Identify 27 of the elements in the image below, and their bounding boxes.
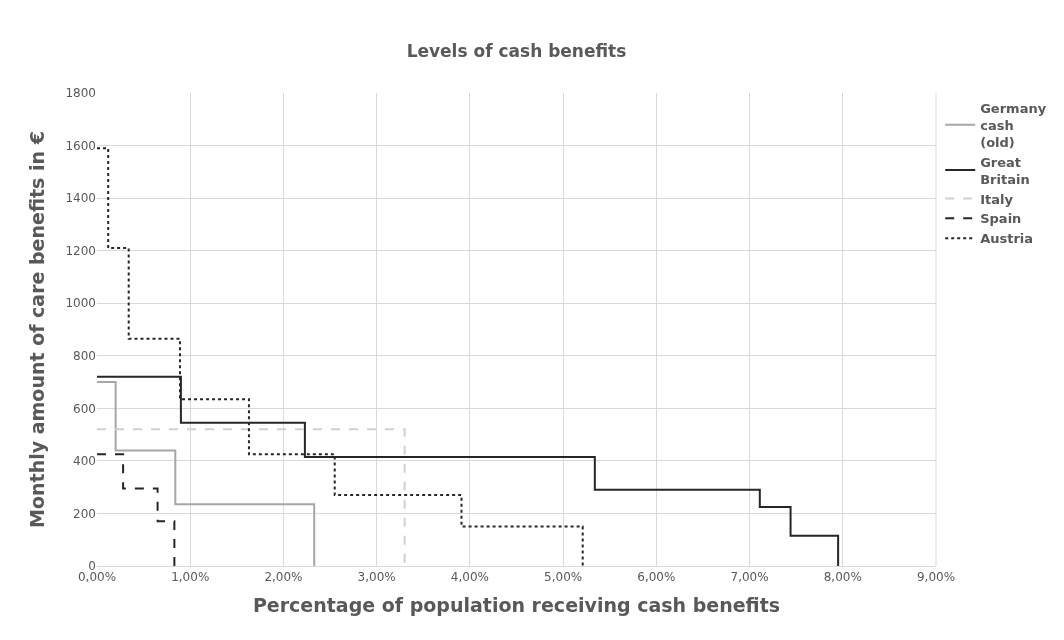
x-axis-title: Percentage of population receiving cash benefits [252,594,781,617]
y-tick-label: 1200 [65,243,96,258]
y-tick-label: 600 [73,401,96,416]
x-tick-label: 5,00% [544,570,583,585]
legend-label: Spain [980,211,1022,227]
x-tick-label: 7,00% [730,570,769,585]
y-tick-label: 1600 [65,138,96,153]
x-tick-label: 4,00% [450,570,489,585]
legend-label: Italy [980,191,1014,207]
y-tick-label: 1800 [65,86,96,101]
legend-label: Great Britain [980,154,1030,187]
x-tick-label: 1,00% [171,570,210,585]
x-tick-label: 2,00% [264,570,303,585]
chart-title: Levels of cash benefits [406,41,627,62]
y-tick-label: 1400 [65,191,96,206]
y-tick-label: 400 [73,454,96,469]
y-tick-label: 800 [73,348,96,363]
x-tick-label: 3,00% [357,570,396,585]
x-tick-label: 8,00% [823,570,862,585]
y-tick-label: 200 [73,506,96,521]
x-tick-label: 9,00% [916,570,956,585]
y-tick-label: 1000 [65,296,96,311]
y-axis-title: Monthly amount of care benefits in € [26,131,49,528]
legend-label: Austria [980,231,1034,247]
legend-label: Germany cash (old) [980,101,1047,150]
x-tick-label: 0,00% [77,570,117,585]
x-tick-label: 6,00% [637,570,676,585]
